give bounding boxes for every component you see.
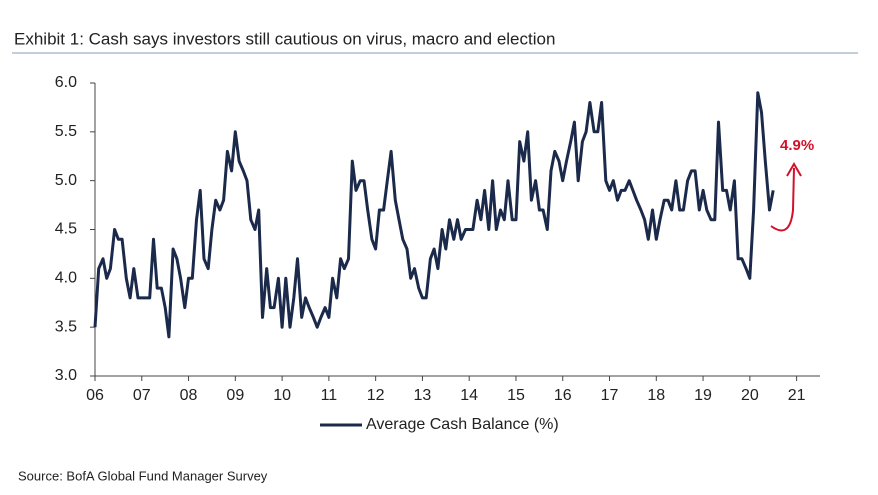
x-tick-label: 10: [273, 387, 291, 404]
chart-title: Exhibit 1: Cash says investors still cau…: [14, 29, 555, 48]
annotation-arrowhead: [786, 162, 802, 177]
x-tick-label: 17: [601, 387, 619, 404]
x-tick-label: 18: [647, 387, 665, 404]
x-tick-label: 14: [460, 387, 478, 404]
x-tick-label: 07: [133, 387, 151, 404]
legend-label: Average Cash Balance (%): [366, 416, 559, 433]
x-tick-label: 08: [180, 387, 198, 404]
x-tick-label: 06: [86, 387, 104, 404]
annotation: 4.9%: [780, 137, 814, 154]
y-tick-label: 3.0: [55, 367, 77, 384]
y-tick-label: 4.5: [55, 221, 77, 238]
x-tick-label: 12: [367, 387, 385, 404]
x-tick-label: 13: [414, 387, 432, 404]
annotation-arrow: [770, 167, 795, 232]
x-tick-label: 11: [321, 387, 338, 404]
y-tick-label: 4.0: [55, 270, 77, 287]
x-tick-label: 09: [226, 387, 244, 404]
source: Source: BofA Global Fund Manager Survey: [18, 468, 268, 483]
x-tick-label: 16: [554, 387, 572, 404]
y-tick-label: 3.5: [55, 318, 77, 335]
x-tick-label: 19: [694, 387, 712, 404]
x-tick-label: 21: [788, 387, 806, 404]
x-tick-label: 15: [507, 387, 525, 404]
y-tick-label: 6.0: [55, 74, 77, 91]
data-line: [93, 91, 775, 339]
y-tick-label: 5.0: [55, 172, 77, 189]
x-tick-label: 20: [741, 387, 759, 404]
y-tick-label: 5.5: [55, 123, 77, 140]
